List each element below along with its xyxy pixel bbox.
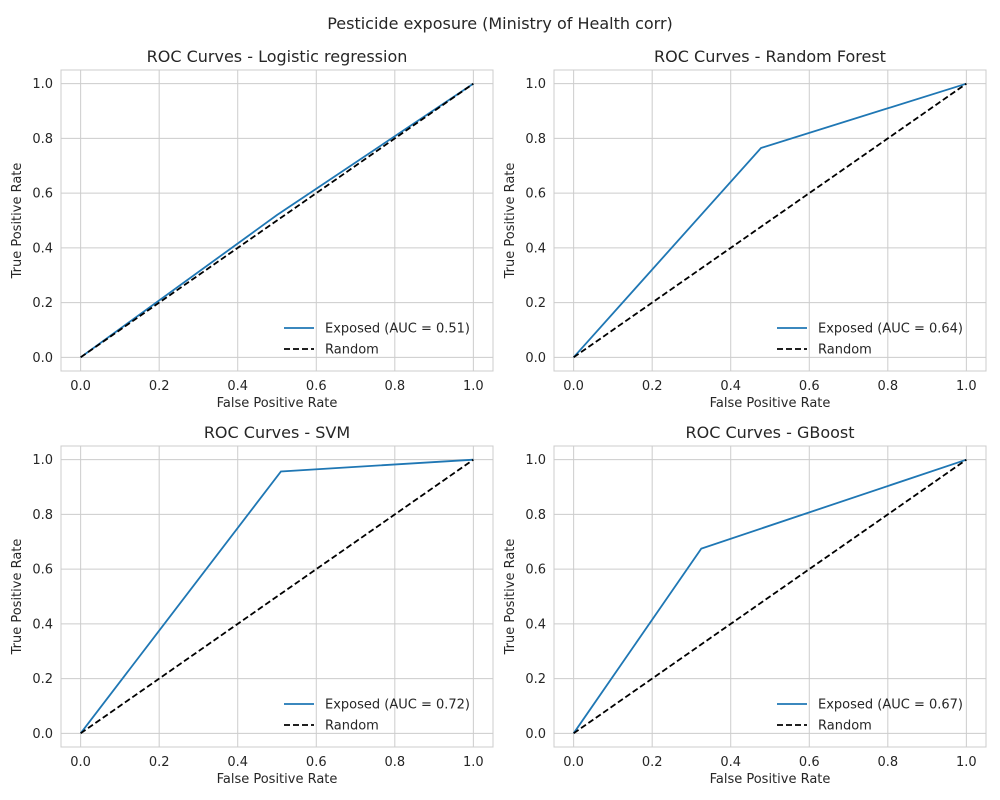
chart-0-y-tick-label: 0.6 [32,187,53,202]
chart-3-x-axis-label: False Positive Rate [710,772,831,787]
chart-0-title: ROC Curves - Logistic regression [147,47,408,66]
chart-1-x-tick-label: 0.8 [877,379,898,394]
chart-3-x-tick-label: 0.4 [720,755,741,770]
chart-1-y-tick-label: 0.4 [525,241,546,256]
chart-1-legend-label: Exposed (AUC = 0.64) [818,322,963,337]
chart-2-x-tick-label: 1.0 [463,755,484,770]
chart-1-y-tick-label: 0.6 [525,187,546,202]
chart-0-random-line [80,82,474,359]
chart-3-roc-curve [572,458,967,734]
chart-1: 0.0 0.2 0.4 0.6 0.8 1.0 0.0 0.2 0.4 0.6 0.8 1.0 ROC … [503,47,987,411]
chart-3-x-tick-label: 0.8 [877,755,898,770]
chart-1-y-tick-label: 1.0 [525,77,546,92]
chart-3-x-tick-label: 0.2 [642,755,663,770]
chart-2-y-tick-label: 0.8 [32,508,53,523]
chart-0-axes-frame [60,69,494,372]
chart-0-x-tick-label: 0.8 [384,379,405,394]
chart-2-y-axis-label: True Positive Rate [10,539,25,656]
chart-3-random-line [573,458,967,735]
chart-3-x-tick-label: 0.0 [563,755,584,770]
chart-2-roc-curve [79,458,474,734]
chart-0-y-tick-label: 1.0 [32,77,53,92]
chart-3-y-tick-label: 0.4 [525,617,546,632]
chart-3-y-tick-label: 1.0 [525,453,546,468]
chart-2-x-tick-label: 0.0 [70,755,91,770]
chart-0-legend-label: Random [325,343,379,358]
chart-1-title: ROC Curves - Random Forest [654,47,886,66]
chart-3-y-tick-label: 0.2 [525,672,546,687]
chart-2-legend-label: Random [325,719,379,734]
chart-1-random-line [573,82,967,359]
chart-2-x-tick-label: 0.2 [149,755,170,770]
chart-2-x-tick-label: 0.8 [384,755,405,770]
chart-1-x-tick-label: 0.6 [799,379,820,394]
chart-3-x-tick-label: 0.6 [799,755,820,770]
figure-title: Pesticide exposure (Ministry of Health c… [327,14,673,33]
chart-0-legend-label: Exposed (AUC = 0.51) [325,322,470,337]
chart-0-y-tick-label: 0.8 [32,132,53,147]
chart-3: 0.0 0.2 0.4 0.6 0.8 1.0 0.0 0.2 0.4 0.6 0.8 1.0 ROC … [503,423,987,787]
chart-3-y-axis-label: True Positive Rate [503,539,518,656]
chart-2-random-line [80,458,474,735]
chart-2-y-tick-label: 0.0 [32,727,53,742]
chart-2-x-axis-label: False Positive Rate [217,772,338,787]
chart-0-y-axis-label: True Positive Rate [10,163,25,280]
chart-1-y-axis-label: True Positive Rate [503,163,518,280]
chart-3-legend-label: Random [818,719,872,734]
chart-0-x-tick-label: 0.6 [306,379,327,394]
chart-2-y-tick-label: 0.2 [32,672,53,687]
chart-2: 0.0 0.2 0.4 0.6 0.8 1.0 0.0 0.2 0.4 0.6 0.8 1.0 ROC … [10,423,494,787]
chart-1-axes-frame [553,69,987,372]
chart-3-y-tick-label: 0.0 [525,727,546,742]
chart-2-y-tick-label: 1.0 [32,453,53,468]
chart-0-x-tick-label: 0.2 [149,379,170,394]
chart-1-x-tick-label: 0.2 [642,379,663,394]
chart-0-y-tick-label: 0.0 [32,351,53,366]
chart-3-x-tick-label: 1.0 [956,755,977,770]
chart-3-y-tick-label: 0.6 [525,563,546,578]
chart-2-x-tick-label: 0.6 [306,755,327,770]
chart-2-x-tick-label: 0.4 [227,755,248,770]
chart-0-x-tick-label: 0.4 [227,379,248,394]
chart-1-x-axis-label: False Positive Rate [710,396,831,411]
chart-2-legend-label: Exposed (AUC = 0.72) [325,698,470,713]
chart-1-y-tick-label: 0.2 [525,296,546,311]
chart-0-y-tick-label: 0.2 [32,296,53,311]
chart-2-y-tick-label: 0.4 [32,617,53,632]
chart-2-y-tick-label: 0.6 [32,563,53,578]
chart-0-x-axis-label: False Positive Rate [217,396,338,411]
roc-panels: 0.0 0.2 0.4 0.6 0.8 1.0 0.0 0.2 0.4 0.6 0.8 1.0 ROC … [10,47,987,787]
chart-2-title: ROC Curves - SVM [204,423,350,442]
chart-2-axes-frame [60,445,494,748]
chart-1-roc-curve [572,82,967,358]
chart-0-roc-curve [80,82,474,359]
chart-1-x-tick-label: 1.0 [956,379,977,394]
chart-3-axes-frame [553,445,987,748]
chart-1-y-tick-label: 0.0 [525,351,546,366]
chart-0-x-tick-label: 1.0 [463,379,484,394]
chart-1-y-tick-label: 0.8 [525,132,546,147]
chart-0: 0.0 0.2 0.4 0.6 0.8 1.0 0.0 0.2 0.4 0.6 0.8 1.0 ROC … [10,47,494,411]
chart-1-x-tick-label: 0.0 [563,379,584,394]
chart-1-legend-label: Random [818,343,872,358]
chart-1-x-tick-label: 0.4 [720,379,741,394]
chart-0-x-tick-label: 0.0 [70,379,91,394]
chart-3-legend-label: Exposed (AUC = 0.67) [818,698,963,713]
chart-3-title: ROC Curves - GBoost [685,423,854,442]
chart-3-y-tick-label: 0.8 [525,508,546,523]
chart-0-y-tick-label: 0.4 [32,241,53,256]
